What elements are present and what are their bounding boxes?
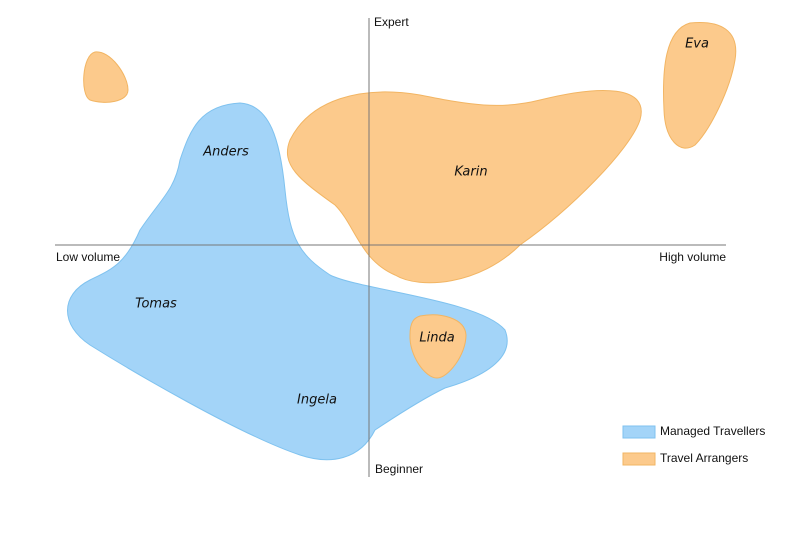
- linda-area: [409, 314, 467, 379]
- legend-swatch: [622, 425, 656, 439]
- unnamed-area: [83, 51, 129, 103]
- axis-label: Beginner: [375, 462, 423, 476]
- persona-label: Linda: [419, 331, 454, 346]
- managed-travellers-area: [67, 102, 508, 461]
- eva-area: [663, 21, 737, 149]
- axis-label: High volume: [659, 250, 726, 264]
- persona-label: Ingela: [297, 393, 337, 408]
- persona-label: Tomas: [135, 297, 177, 312]
- axis-label: Low volume: [56, 250, 120, 264]
- persona-label: Eva: [685, 37, 709, 52]
- persona-label: Karin: [454, 165, 487, 180]
- karin-area: [286, 89, 642, 284]
- persona-label: Anders: [202, 145, 249, 160]
- legend-swatch: [622, 452, 656, 466]
- legend-label: Managed Travellers: [660, 424, 765, 438]
- legend-label: Travel Arrangers: [660, 451, 748, 465]
- axis-label: Expert: [374, 15, 409, 29]
